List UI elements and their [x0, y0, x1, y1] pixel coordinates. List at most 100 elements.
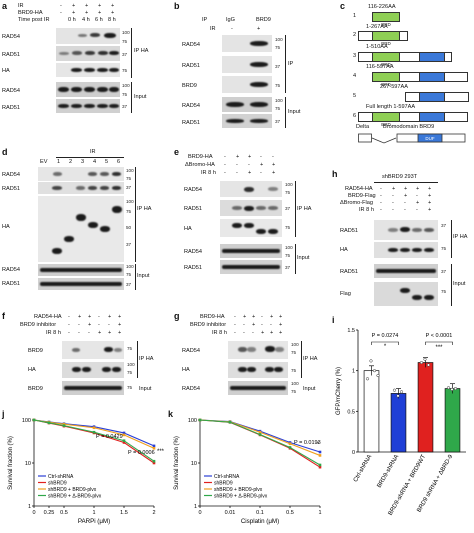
e-lane-val: + — [248, 170, 252, 176]
c-construct-num: 2 — [353, 32, 357, 38]
d-blot-rad54-input — [38, 264, 124, 276]
h-group-label: Input — [453, 281, 466, 287]
panel-label-f: f — [2, 311, 5, 321]
h-blot-label: RAD51 — [340, 269, 359, 275]
h-marker: 75 — [441, 246, 447, 251]
j-x-tick-label: 1 — [92, 510, 95, 516]
h-lane-val: - — [380, 200, 382, 206]
b-blot-brd9-ip — [222, 76, 272, 93]
b-marker: 100 — [275, 37, 283, 42]
b-blot-label: RAD54 — [182, 103, 201, 109]
e-blot-label: HA — [184, 226, 192, 232]
e-marker: 75 — [285, 190, 291, 195]
h-blot-rad51-input — [374, 264, 438, 278]
g-lane-val: - — [234, 322, 236, 328]
g-lane-val: + — [252, 322, 256, 328]
d-group-label: IP HA — [137, 206, 152, 212]
k-data-point — [318, 454, 322, 457]
k-data-point — [198, 418, 202, 422]
i-bar — [390, 393, 407, 453]
i-data-point — [399, 390, 404, 394]
h-bracket-input — [448, 264, 452, 306]
h-lane-val: + — [416, 186, 420, 192]
panel-label-g: g — [174, 311, 180, 321]
f-row-label: IR 8 h — [46, 330, 61, 336]
j-x-tick-label: 0 — [32, 510, 35, 516]
b-marker: 37 — [275, 64, 281, 69]
d-blot-rad54-ip — [38, 167, 124, 181]
d-blot-rad51-ip — [38, 182, 124, 194]
f-blot-brd9-ip — [62, 341, 124, 359]
k-y-label: Survival fraction (%) — [174, 436, 180, 490]
j-series-line — [33, 419, 155, 462]
g-row-label: BRD9-HA — [200, 314, 225, 320]
k-data-point — [318, 463, 322, 467]
a-blot-label: HA — [2, 68, 10, 74]
c-construct-num: 4 — [353, 73, 357, 79]
f-lane-val: + — [118, 322, 122, 328]
h-lane-val: - — [380, 186, 382, 192]
e-lane-val: - — [236, 170, 238, 176]
i-category-label: Ctrl-shRNA — [353, 454, 373, 483]
e-lane-val: + — [248, 154, 252, 160]
f-lane-val: - — [88, 330, 90, 336]
i-category-label: BRD9-shRNA — [377, 454, 401, 489]
e-blot-rad51-input — [220, 260, 282, 274]
i-data-point — [376, 373, 380, 378]
d-lane-label: 2 — [69, 159, 73, 165]
c-construct-bar: BRD DUF — [358, 52, 452, 67]
k-x-tick-label: 0.5 — [286, 510, 294, 516]
h-marker: 75 — [441, 289, 447, 294]
f-lane-val: + — [108, 314, 112, 320]
i-sig-bracket — [425, 341, 453, 345]
b-blot-rad51-ip — [222, 56, 272, 73]
k-annotation-stars: * — [317, 442, 320, 448]
f-group-label: Input — [139, 386, 152, 392]
c-construct-bar: BRD DUF — [372, 72, 468, 87]
f-bracket-ip — [134, 341, 138, 378]
f-lane-val: + — [88, 322, 92, 328]
f-lane-val: + — [108, 330, 112, 336]
g-row-label: IR 8 h — [212, 330, 227, 336]
d-blot-ha-ip — [38, 196, 124, 262]
h-blot-rad51-ip — [374, 220, 438, 240]
d-marker: 37 — [126, 185, 132, 190]
a-blot-rad54-ip — [56, 28, 120, 44]
a-marker: 75 — [122, 68, 128, 73]
j-y-tick-label: 1 — [28, 504, 31, 510]
j-data-point — [122, 439, 126, 443]
k-legend-label: shBRD9 + Δ-BRD9-plvx — [214, 494, 268, 500]
f-lane-val: - — [68, 322, 70, 328]
d-marker: 37 — [126, 282, 132, 287]
chart-i: 0 0.5 1 1.5 GFP/mCherry (%) Ctrl-shRNA BRD9-sh… — [336, 328, 466, 517]
c-construct-bar: BRD — [358, 31, 408, 46]
h-lane-val: - — [404, 200, 406, 206]
g-lane-val: + — [270, 330, 274, 336]
k-legend-label: shBRD9 + BRD9-plvx — [214, 487, 263, 493]
i-y-tick-label: 0 — [352, 450, 355, 456]
j-data-point — [62, 422, 66, 426]
f-marker: 75 — [127, 385, 133, 390]
k-legend-label: shBRD9 — [214, 481, 233, 487]
panel-label-j: j — [2, 409, 5, 419]
g-blot-rad54-input — [228, 381, 288, 395]
j-data-point — [152, 461, 156, 465]
k-y-tick-label: 100 — [188, 418, 197, 424]
b-bracket-input — [282, 97, 286, 128]
h-marker: 37 — [441, 269, 447, 274]
a-marker: 37 — [122, 52, 128, 57]
b-marker: 75 — [275, 45, 281, 50]
i-data-point — [365, 377, 370, 381]
b-ir-val: + — [257, 26, 261, 32]
h-lane-val: - — [416, 207, 418, 213]
a-blot-label: RAD51 — [2, 105, 21, 111]
f-lane-val: - — [108, 322, 110, 328]
e-lane-val: - — [248, 162, 250, 168]
g-lane-val: - — [261, 322, 263, 328]
e-lane-val: - — [272, 154, 274, 160]
g-lane-val: - — [252, 330, 254, 336]
e-blot-label: RAD51 — [184, 265, 203, 271]
i-data-point — [453, 387, 458, 391]
b-group-label: Input — [288, 109, 301, 115]
g-blot-label: RAD54 — [182, 386, 201, 392]
